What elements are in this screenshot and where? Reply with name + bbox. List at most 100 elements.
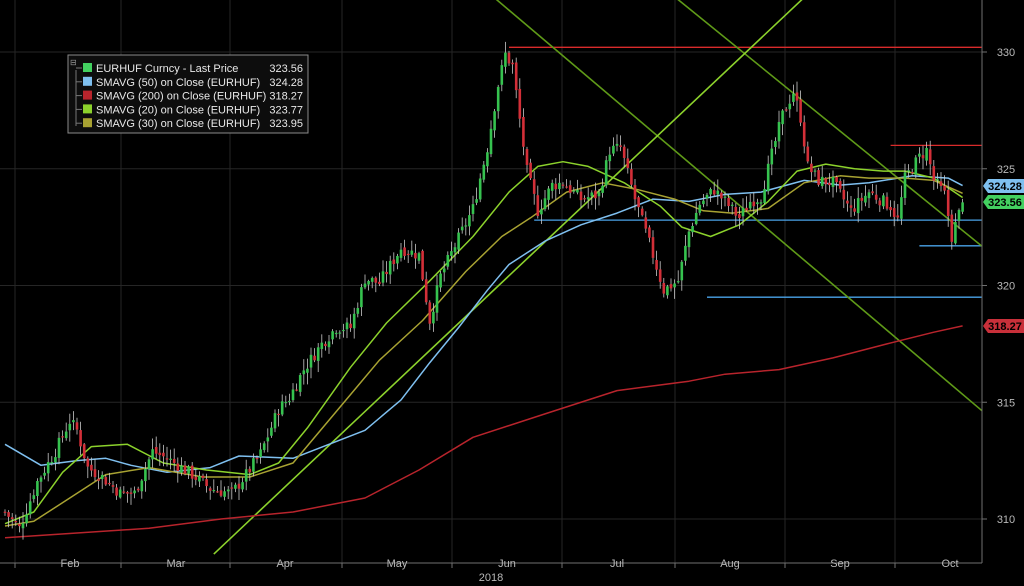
legend-rows: EURHUF Curncy - Last Price 323.56 SMAVG (5… [76, 63, 303, 130]
value-tag-box [983, 179, 1024, 193]
candle-down [892, 208, 896, 217]
candle-down [108, 482, 111, 485]
candle-down [421, 250, 424, 280]
candle-up [439, 273, 442, 288]
candle-up [864, 195, 867, 203]
candle-down [720, 192, 723, 199]
legend-value: 318.27 [269, 91, 303, 103]
candle-up [496, 86, 500, 112]
candle-up [327, 341, 331, 348]
candle-down [79, 430, 82, 447]
candle-down [216, 491, 219, 493]
candle-up [691, 226, 694, 233]
candle-down [727, 197, 730, 207]
candle-up [493, 111, 496, 131]
candle-up [360, 287, 363, 308]
candle-down [619, 145, 622, 147]
candle-down [115, 487, 118, 496]
candle-up [831, 176, 835, 187]
candle-down [648, 227, 651, 238]
candle-up [471, 204, 475, 214]
candle-up [306, 368, 309, 373]
candle-down [295, 389, 298, 391]
value-tag-label: 324.28 [988, 181, 1022, 193]
legend-collapse-icon[interactable]: ⊟ [70, 58, 77, 67]
legend-swatch [83, 90, 92, 100]
candle-up [936, 179, 939, 181]
candle-up [666, 286, 669, 296]
candle-up [572, 190, 576, 192]
candle-down [82, 444, 86, 459]
candle-up [180, 465, 183, 473]
candle-down [172, 458, 176, 463]
candle-down [514, 62, 518, 91]
candle-up [788, 103, 792, 110]
candle-down [921, 155, 925, 159]
candle-up [169, 458, 172, 461]
candle-up [601, 185, 604, 193]
candle-up [50, 462, 54, 464]
candle-up [54, 457, 57, 463]
candle-up [925, 147, 928, 161]
candle-up [432, 311, 435, 324]
y-tick-label: 320 [997, 281, 1015, 293]
candle-up [46, 462, 50, 474]
candle-up [396, 255, 399, 264]
candle-down [939, 181, 943, 186]
trend_light-line [213, 0, 803, 555]
candle-down [871, 191, 874, 194]
value-tag-box [983, 319, 1024, 333]
candle-up [266, 437, 270, 442]
legend-label: SMAVG (50) on Close (EURHUF) [96, 77, 260, 89]
value-tag-label: 318.27 [988, 321, 1022, 333]
candle-up [918, 153, 921, 157]
candle-up [262, 443, 266, 450]
candle-up [244, 469, 248, 482]
candle-up [867, 192, 871, 199]
candle-down [802, 122, 806, 147]
candle-down [126, 492, 129, 494]
candle-up [914, 157, 918, 175]
candle-down [946, 189, 950, 217]
candle-up [151, 449, 154, 460]
candle-up [756, 202, 759, 205]
candle-down [93, 469, 97, 478]
candle-up [543, 198, 547, 210]
candle-down [817, 170, 820, 185]
candle-down [18, 523, 21, 527]
candle-up [550, 182, 554, 191]
candle-down [219, 490, 223, 496]
candle-down [424, 279, 428, 303]
candle-up [615, 143, 619, 146]
candle-down [885, 196, 889, 209]
moving-average-line [4, 325, 963, 539]
candle-up [270, 427, 273, 436]
candle-up [673, 283, 676, 288]
candle-up [590, 192, 594, 197]
candle-down [662, 283, 666, 294]
candle-up [597, 192, 601, 197]
candle-up [320, 342, 324, 350]
candle-down [525, 149, 529, 165]
legend-value: 323.77 [269, 104, 303, 116]
candle-down [111, 485, 115, 487]
candle-down [532, 179, 536, 194]
candle-up [882, 195, 885, 207]
legend-value: 323.95 [269, 118, 303, 130]
candle-up [291, 389, 295, 401]
candle-up [903, 172, 907, 198]
candle-up [363, 283, 367, 288]
candle-up [907, 170, 910, 172]
candle-up [442, 268, 446, 273]
candle-down [237, 483, 241, 489]
candle-up [781, 110, 784, 125]
candle-up [576, 189, 579, 193]
candle-up [144, 468, 147, 482]
candle-down [655, 259, 658, 270]
candle-down [522, 116, 525, 147]
value-tags: 324.28 323.56 318.27 [983, 179, 1024, 333]
candle-up [338, 332, 342, 334]
candle-up [212, 489, 216, 492]
value-tag-box [983, 195, 1024, 209]
candle-down [10, 517, 14, 520]
